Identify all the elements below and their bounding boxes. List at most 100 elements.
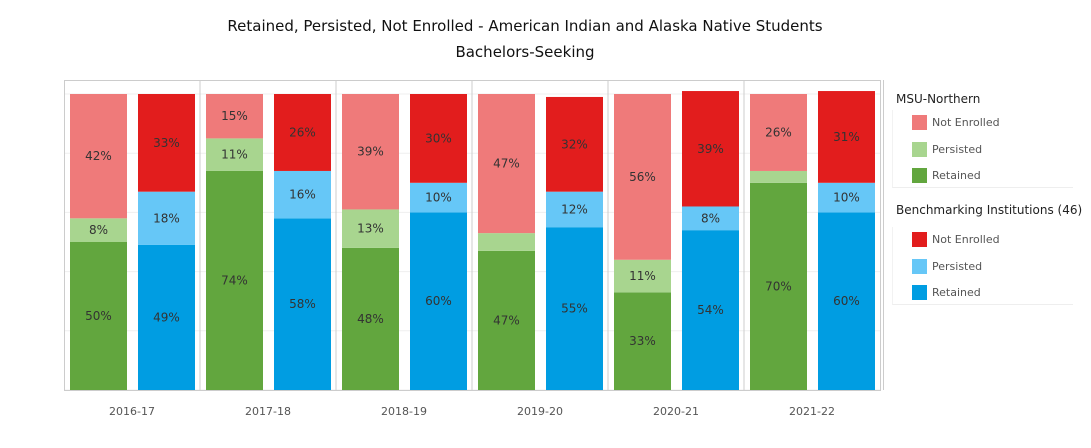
legend-label: Persisted bbox=[932, 260, 983, 273]
bar-segment bbox=[206, 170, 263, 390]
legend-group-benchmark bbox=[892, 227, 1073, 305]
legend-item-msu-not-enrolled[interactable]: Not Enrolled bbox=[912, 115, 1000, 130]
data-label: 48% bbox=[357, 312, 384, 326]
data-label: 11% bbox=[221, 148, 248, 162]
data-label: 47% bbox=[493, 313, 520, 327]
data-label: 16% bbox=[289, 188, 316, 202]
x-tick-label: 2021-22 bbox=[789, 405, 835, 418]
bar-segment bbox=[750, 170, 807, 183]
bar-segment bbox=[206, 138, 263, 171]
legend-label: Not Enrolled bbox=[932, 233, 1000, 246]
legend-label: Persisted bbox=[932, 143, 983, 156]
bar-segment bbox=[342, 209, 399, 248]
bar-segment bbox=[70, 94, 127, 219]
data-label: 39% bbox=[357, 145, 384, 159]
data-label: 31% bbox=[833, 130, 860, 144]
bar-segment bbox=[750, 182, 807, 390]
data-label: 8% bbox=[89, 223, 108, 237]
bar-segment bbox=[818, 91, 875, 183]
data-label: 10% bbox=[425, 191, 452, 205]
bar-segment bbox=[546, 227, 603, 390]
legend-swatch bbox=[912, 232, 927, 247]
bar-segment bbox=[546, 191, 603, 228]
data-label: 33% bbox=[153, 136, 180, 150]
bar-segment bbox=[478, 233, 535, 251]
data-label: 47% bbox=[493, 157, 520, 171]
bar-segment bbox=[274, 170, 331, 219]
bar-segment bbox=[410, 94, 467, 183]
legend-label: Retained bbox=[932, 286, 981, 299]
bar-segment bbox=[410, 182, 467, 213]
legend-divider bbox=[883, 80, 884, 390]
data-label: 54% bbox=[697, 303, 724, 317]
chart-title: Retained, Persisted, Not Enrolled - Amer… bbox=[227, 17, 823, 35]
legend-group-msu bbox=[892, 110, 1073, 188]
bar-segment bbox=[206, 94, 263, 139]
data-label: 26% bbox=[289, 125, 316, 139]
bar-segment bbox=[546, 96, 603, 192]
legend-swatch bbox=[912, 168, 927, 183]
bar-segment bbox=[682, 206, 739, 231]
bar-segment bbox=[274, 94, 331, 171]
legend-group-title-msu: MSU-Northern bbox=[896, 92, 981, 106]
data-label: 50% bbox=[85, 309, 112, 323]
data-label: 39% bbox=[697, 142, 724, 156]
bar-segment bbox=[342, 247, 399, 390]
data-label: 49% bbox=[153, 310, 180, 324]
data-label: 8% bbox=[701, 211, 720, 225]
legend-item-msu-persisted[interactable]: Persisted bbox=[912, 142, 982, 157]
data-label: 12% bbox=[561, 202, 588, 216]
x-tick-label: 2019-20 bbox=[517, 405, 563, 418]
bar-segment bbox=[614, 292, 671, 390]
x-tick-label: 2020-21 bbox=[653, 405, 699, 418]
x-tick-label: 2017-18 bbox=[245, 405, 291, 418]
data-label: 32% bbox=[561, 137, 588, 151]
data-label: 11% bbox=[629, 269, 656, 283]
bar-segment bbox=[274, 218, 331, 390]
bar-segment bbox=[682, 91, 739, 207]
data-label: 26% bbox=[765, 125, 792, 139]
chart-subtitle: Bachelors-Seeking bbox=[455, 43, 595, 61]
bar-segment bbox=[138, 191, 195, 245]
data-label: 33% bbox=[629, 334, 656, 348]
legend-swatch bbox=[912, 115, 927, 130]
data-label: 74% bbox=[221, 273, 248, 287]
legend-item-bench-retained[interactable]: Retained bbox=[912, 285, 981, 300]
data-label: 60% bbox=[425, 294, 452, 308]
legend-label: Retained bbox=[932, 169, 981, 182]
data-label: 13% bbox=[357, 222, 384, 236]
data-label: 15% bbox=[221, 109, 248, 123]
data-label: 60% bbox=[833, 294, 860, 308]
legend-group-title-benchmark: Benchmarking Institutions (46) bbox=[896, 203, 1083, 217]
legend-item-msu-retained[interactable]: Retained bbox=[912, 168, 981, 183]
x-tick-label: 2018-19 bbox=[381, 405, 427, 418]
data-label: 10% bbox=[833, 191, 860, 205]
bar-segment bbox=[342, 94, 399, 210]
data-label: 42% bbox=[85, 149, 112, 163]
bar-segment bbox=[478, 250, 535, 390]
legend-swatch bbox=[912, 285, 927, 300]
bar-segment bbox=[614, 94, 671, 260]
bar-segment bbox=[750, 94, 807, 171]
data-label: 55% bbox=[561, 302, 588, 316]
bar-segment bbox=[614, 259, 671, 293]
bar-segment bbox=[70, 242, 127, 390]
legend-item-bench-persisted[interactable]: Persisted bbox=[912, 259, 982, 274]
legend-item-bench-not-enrolled[interactable]: Not Enrolled bbox=[912, 232, 1000, 247]
data-label: 58% bbox=[289, 297, 316, 311]
bar-segment bbox=[682, 230, 739, 390]
data-label: 30% bbox=[425, 131, 452, 145]
bar-segment bbox=[478, 94, 535, 234]
bar-segment bbox=[70, 218, 127, 242]
legend-swatch bbox=[912, 142, 927, 157]
x-tick-label: 2016-17 bbox=[109, 405, 155, 418]
bar-segment bbox=[818, 212, 875, 390]
data-label: 18% bbox=[153, 211, 180, 225]
legend-swatch bbox=[912, 259, 927, 274]
data-label: 56% bbox=[629, 170, 656, 184]
legend-label: Not Enrolled bbox=[932, 116, 1000, 129]
bar-segment bbox=[138, 94, 195, 192]
data-label: 70% bbox=[765, 279, 792, 293]
